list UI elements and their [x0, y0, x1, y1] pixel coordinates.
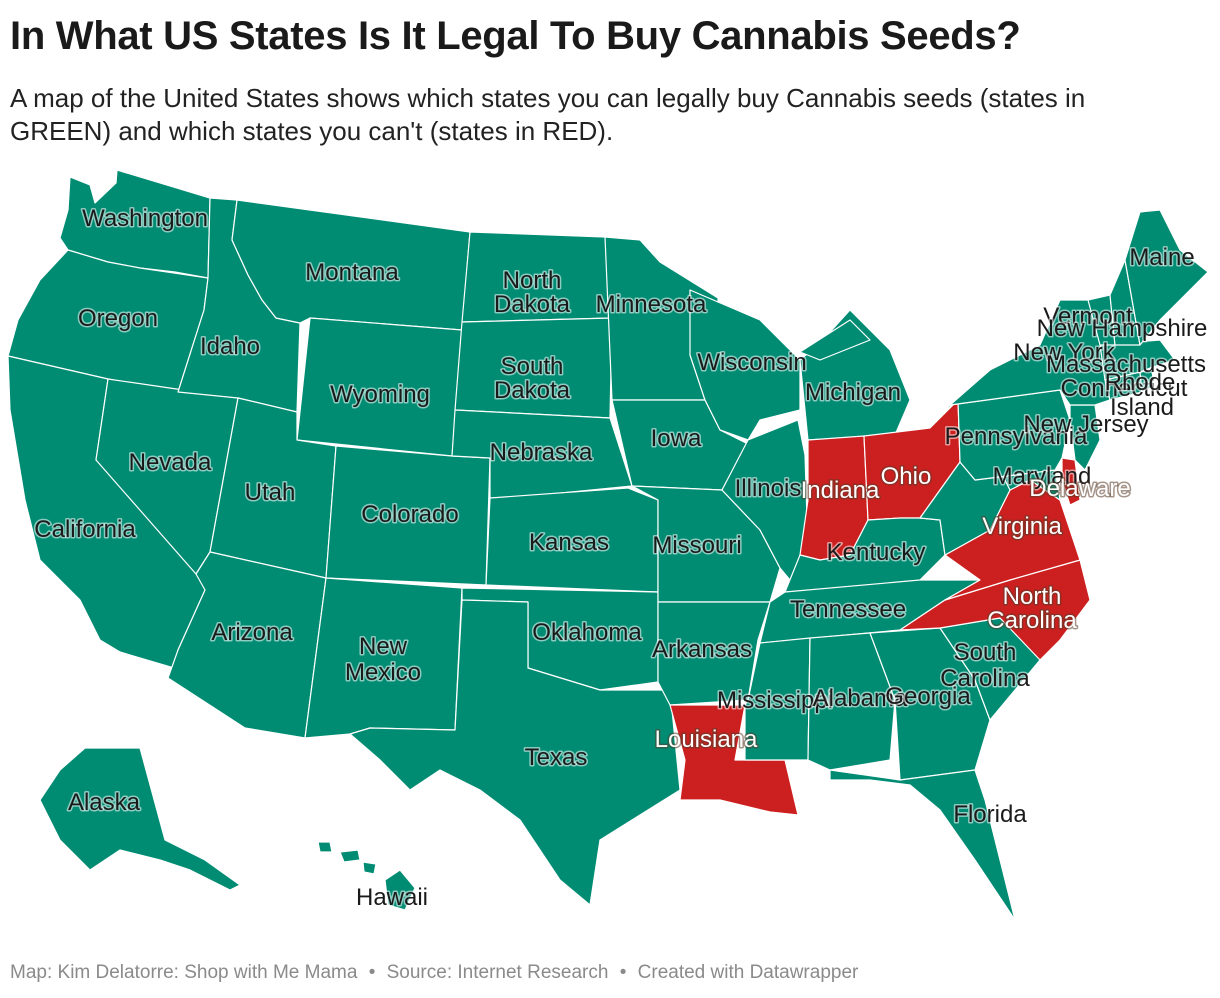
map-credit: Map: Kim Delatorre: Shop with Me Mama: [10, 962, 358, 983]
state-label-oregon: Oregon: [78, 305, 158, 332]
state-michigan-part[interactable]: [799, 319, 871, 361]
state-shapes: [7, 169, 1209, 921]
datawrapper-credit[interactable]: Created with Datawrapper: [637, 962, 859, 983]
state-label-oklahoma: Oklahoma: [532, 619, 642, 646]
state-label-maryland: Maryland: [993, 463, 1092, 490]
us-map-svg: Washington Oregon California Nevada Idaho Mon…: [7, 169, 1209, 921]
state-label-virginia: Virginia: [982, 513, 1062, 540]
state-label-indiana: Indiana: [801, 477, 880, 504]
state-label-kentucky: Kentucky: [827, 539, 926, 566]
state-label-tennessee: Tennessee: [790, 596, 906, 623]
state-label-hawaii: Hawaii: [356, 884, 428, 911]
state-label-south-dakota: South: [501, 353, 564, 380]
state-hawaii-part[interactable]: [317, 841, 333, 853]
state-label-minnesota: Minnesota: [596, 291, 707, 318]
map-subtitle: A map of the United States shows which s…: [10, 83, 1086, 146]
state-label-kansas: Kansas: [529, 529, 609, 556]
state-label-north-carolina: North: [1003, 583, 1062, 610]
state-label-delaware: Delaware: [1029, 475, 1130, 502]
state-label-iowa: Iowa: [651, 425, 702, 452]
state-label-rhode-island: Island: [1110, 394, 1174, 421]
state-louisiana[interactable]: [669, 704, 799, 816]
state-delaware[interactable]: [1061, 457, 1081, 506]
state-label-nevada: Nevada: [129, 449, 212, 476]
state-label-north-dakota: North: [503, 267, 562, 294]
state-label-south-carolina: South: [954, 639, 1017, 666]
state-label-new-mexico: New: [359, 633, 408, 660]
state-label-california: California: [34, 516, 136, 543]
state-label-washington: Washington: [82, 205, 208, 232]
state-label-north-dakota: Dakota: [494, 291, 571, 318]
map-source: Source: Internet Research: [386, 962, 609, 983]
map-title: In What US States Is It Legal To Buy Can…: [10, 14, 1021, 58]
state-texas[interactable]: [349, 599, 681, 906]
state-label-missouri: Missouri: [652, 532, 741, 559]
state-label-new-mexico: Mexico: [345, 659, 421, 686]
state-label-michigan: Michigan: [805, 379, 901, 406]
state-label-louisiana: Louisiana: [655, 726, 758, 753]
state-rhode-island[interactable]: [1139, 369, 1155, 393]
map-footer: Map: Kim Delatorre: Shop with Me Mama • …: [10, 962, 858, 984]
state-label-rhode-island: Rhode: [1105, 369, 1176, 396]
state-maine[interactable]: [1124, 209, 1209, 346]
state-label-nebraska: Nebraska: [490, 439, 593, 466]
state-label-idaho: Idaho: [200, 333, 260, 360]
state-label-arizona: Arizona: [211, 619, 293, 646]
state-label-alabama: Alabama: [813, 685, 908, 712]
state-label-new-jersey: New Jersey: [1023, 411, 1148, 438]
state-label-florida: Florida: [953, 801, 1027, 828]
footer-separator: •: [368, 962, 376, 983]
state-label-utah: Utah: [245, 479, 296, 506]
state-label-massachusetts: Massachusetts: [1046, 351, 1206, 378]
us-map: Washington Oregon California Nevada Idaho Mon…: [0, 160, 1220, 940]
state-label-ohio: Ohio: [881, 463, 932, 490]
footer-separator: •: [619, 962, 627, 983]
state-label-maine: Maine: [1129, 244, 1194, 271]
state-label-north-carolina: Carolina: [987, 607, 1077, 634]
state-label-montana: Montana: [305, 259, 399, 286]
state-label-illinois: Illinois: [735, 475, 802, 502]
state-label-texas: Texas: [525, 744, 588, 771]
state-label-georgia: Georgia: [885, 683, 971, 710]
state-label-new-hampshire: New Hampshire: [1037, 315, 1208, 342]
state-label-colorado: Colorado: [361, 501, 458, 528]
state-label-new-york: New York: [1013, 339, 1115, 366]
state-label-arkansas: Arkansas: [652, 636, 752, 663]
state-hawaii[interactable]: [384, 869, 416, 911]
state-label-vermont: Vermont: [1043, 303, 1133, 330]
state-label-pennsylvania: Pennsylvania: [945, 423, 1088, 450]
state-florida[interactable]: [829, 769, 1016, 921]
state-label-alaska: Alaska: [68, 789, 141, 816]
state-label-south-carolina: Carolina: [940, 665, 1030, 692]
state-alaska[interactable]: [39, 747, 241, 891]
state-colorado[interactable]: [325, 445, 491, 586]
state-label-mississippi: Mississippi: [717, 687, 833, 714]
state-wisconsin[interactable]: [689, 289, 801, 441]
state-hawaii-part[interactable]: [362, 861, 377, 875]
state-massachusetts[interactable]: [1099, 339, 1176, 381]
state-label-connecticut: Connecticut: [1061, 375, 1188, 402]
state-hawaii-part[interactable]: [339, 849, 361, 863]
state-labels: Washington Oregon California Nevada Idaho Mon…: [33, 204, 1209, 913]
state-label-south-dakota: Dakota: [494, 377, 571, 404]
state-label-wyoming: Wyoming: [330, 381, 430, 408]
state-label-wisconsin: Wisconsin: [697, 349, 806, 376]
